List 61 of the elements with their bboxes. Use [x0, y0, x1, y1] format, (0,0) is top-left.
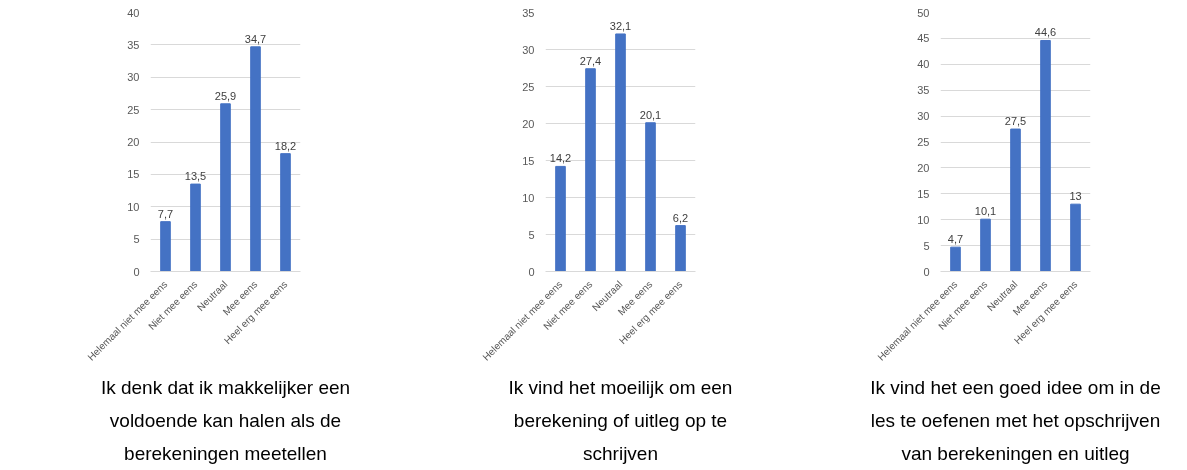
bar: [615, 33, 626, 272]
bar: [645, 122, 656, 272]
y-tick-label: 30: [917, 110, 930, 123]
data-label: 32,1: [609, 19, 632, 32]
y-tick-label: 35: [127, 38, 140, 51]
y-tick-label: 0: [528, 265, 535, 278]
data-label: 13,5: [184, 170, 207, 183]
bar: [950, 246, 961, 272]
data-label: 14,2: [549, 152, 572, 165]
y-tick-label: 10: [522, 191, 535, 204]
y-tick-label: 25: [127, 103, 140, 116]
bar: [160, 221, 171, 272]
y-tick-label: 10: [127, 200, 140, 213]
data-label: 13: [1069, 190, 1082, 203]
y-tick-label: 20: [127, 136, 140, 148]
y-tick-label: 45: [917, 32, 930, 45]
text: Ik vind het een goed idee om in de les te oefenen met het opschrijven van berekeningen en uitleg: [870, 376, 1161, 464]
data-label: 27,4: [579, 54, 602, 67]
y-tick-label: 5: [528, 228, 535, 241]
y-tick-label: 40: [917, 58, 930, 71]
y-tick-label: 35: [917, 84, 930, 97]
text: Ik vind het moeilijk om een berekening of uitleg op te schrijven: [508, 376, 733, 464]
y-tick-label: 0: [133, 265, 140, 278]
y-tick-label: 35: [522, 6, 535, 19]
bar: [585, 68, 596, 272]
y-tick-label: 50: [917, 6, 930, 19]
y-tick-label: 15: [522, 154, 535, 167]
data-label: 44,6: [1034, 26, 1057, 39]
y-tick-label: 10: [917, 213, 930, 226]
data-label: 6,2: [672, 211, 689, 224]
bar: [220, 103, 231, 272]
y-tick-label: 20: [522, 117, 535, 130]
bar: [280, 153, 291, 272]
y-tick-label: 15: [917, 187, 930, 200]
data-label: 10,1: [974, 205, 997, 218]
y-tick-label: 15: [127, 168, 140, 181]
bar: [1040, 39, 1051, 272]
bar: [555, 165, 566, 272]
bar: [250, 46, 261, 272]
y-tick-label: 25: [522, 80, 535, 93]
bar: [1010, 128, 1021, 272]
bar: [1070, 203, 1081, 272]
y-tick-label: 30: [127, 71, 140, 84]
bar: [675, 225, 686, 272]
y-tick-label: 5: [133, 233, 140, 246]
bar: [190, 183, 201, 272]
y-tick-label: 20: [917, 161, 930, 174]
data-label: 4,7: [947, 233, 964, 246]
y-tick-label: 0: [923, 265, 930, 278]
data-label: 20,1: [639, 108, 662, 121]
y-tick-label: 40: [127, 6, 140, 19]
bar: [980, 218, 991, 272]
data-label: 25,9: [214, 89, 237, 102]
text: Ik denk dat ik makkelijker een voldoende kan halen als de berekeningen meetellen: [100, 376, 351, 464]
y-tick-label: 30: [522, 43, 535, 56]
data-label: 34,7: [244, 32, 267, 45]
data-label: 18,2: [274, 139, 297, 152]
y-tick-label: 25: [917, 136, 930, 148]
y-tick-label: 5: [923, 239, 930, 252]
data-label: 7,7: [157, 207, 174, 220]
data-label: 27,5: [1004, 115, 1027, 128]
